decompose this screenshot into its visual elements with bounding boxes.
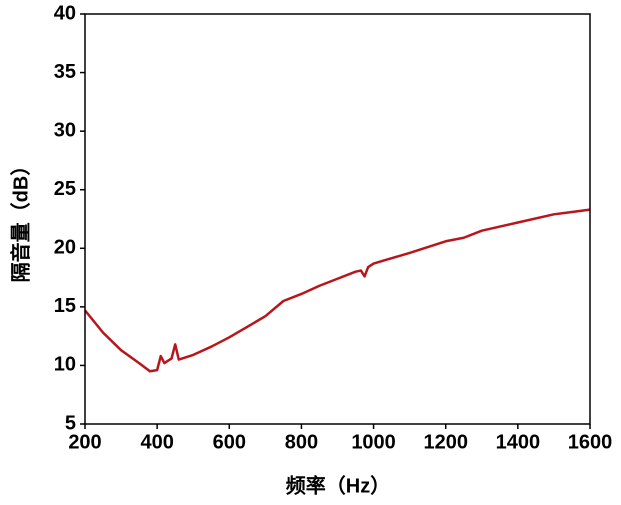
- y-axis-title: 隔音量（dB）: [8, 156, 32, 283]
- x-tick-label: 1400: [496, 431, 541, 453]
- x-tick-label: 200: [68, 431, 101, 453]
- y-tick-label: 25: [54, 178, 76, 200]
- y-tick-label: 35: [54, 61, 76, 83]
- x-tick-label: 1600: [568, 431, 613, 453]
- x-axis-title: 频率（Hz）: [286, 473, 390, 497]
- y-tick-label: 30: [54, 119, 76, 141]
- x-tick-label: 800: [285, 431, 318, 453]
- y-tick-label: 5: [65, 412, 76, 434]
- plot-frame: [84, 13, 591, 425]
- y-tick-label: 20: [54, 237, 76, 259]
- y-tick-label: 10: [54, 354, 76, 376]
- y-tick-label: 40: [54, 2, 76, 24]
- y-tick-label: 15: [54, 295, 76, 317]
- x-tick-label: 1200: [423, 431, 468, 453]
- data-line: [84, 208, 591, 373]
- x-tick-label: 1000: [351, 431, 396, 453]
- x-tick-label: 600: [213, 431, 246, 453]
- x-tick-label: 400: [140, 431, 173, 453]
